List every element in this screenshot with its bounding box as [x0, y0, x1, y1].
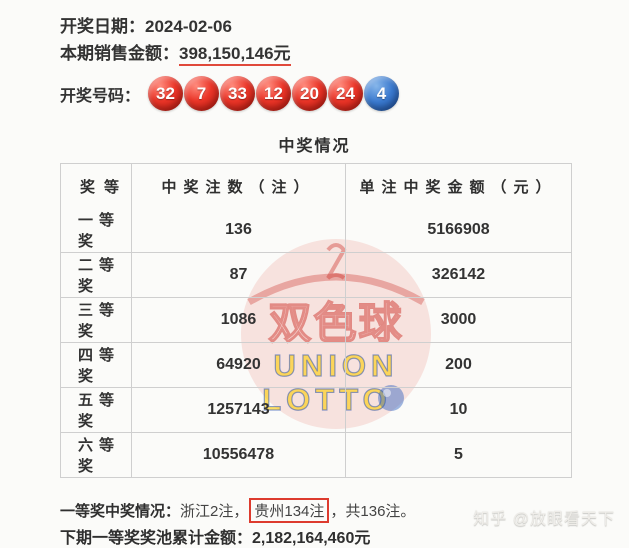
prize-amount-cell: 10	[345, 388, 571, 432]
prize-amount-cell: 5	[345, 433, 571, 477]
sales-amount-value: 398,150,146元	[179, 44, 291, 66]
first-prize-label: 一等奖中奖情况：	[60, 503, 181, 520]
column-header-tier: 奖等	[80, 178, 129, 196]
first-prize-part1: 浙江2注，	[180, 503, 249, 520]
table-title: 中奖情况	[278, 138, 351, 155]
sales-label: 本期销售金额：	[60, 44, 179, 63]
first-prize-part2: ，共136注。	[330, 503, 416, 520]
winning-numbers-row: 开奖号码： 32 7 33 12 20 24 4	[60, 76, 400, 111]
numbers-label: 开奖号码：	[60, 87, 141, 105]
winning-count-cell: 87	[131, 253, 345, 297]
prize-tier-cell: 六等奖	[78, 437, 121, 475]
prize-table-header: 奖等 中奖注数（注） 单注中奖金额（元）	[61, 164, 571, 208]
winning-count-cell: 1086	[131, 298, 345, 342]
sales-line: 本期销售金额：398,150,146元	[60, 39, 291, 66]
blue-ball: 4	[364, 76, 400, 111]
ball-row: 32 7 33 12 20 24 4	[148, 76, 400, 111]
jackpot-line: 下期一等奖奖池累计金额：2,182,164,460元	[60, 524, 370, 548]
prize-tier-cell: 四等奖	[78, 347, 121, 385]
table-row: 五等奖 1257143 10	[61, 387, 571, 432]
prize-tier-cell: 一等奖	[78, 212, 121, 250]
winning-count-cell: 136	[131, 208, 345, 252]
site-credit-watermark: 知乎 @放眼看天下	[473, 511, 615, 528]
draw-date-label: 开奖日期：	[60, 17, 145, 36]
table-row: 三等奖 1086 3000	[61, 297, 571, 342]
table-row: 四等奖 64920 200	[61, 342, 571, 387]
first-prize-highlight-box: 贵州134注	[249, 498, 330, 523]
table-row: 六等奖 10556478 5	[61, 432, 571, 477]
prize-amount-cell: 200	[345, 343, 571, 387]
prize-amount-cell: 3000	[345, 298, 571, 342]
first-prize-detail-line: 一等奖中奖情况：浙江2注， 贵州134注 ，共136注。	[60, 498, 415, 523]
prize-table-body: 一等奖 136 5166908 二等奖 87 326142 三等奖 1086 3…	[61, 208, 571, 477]
winning-count-cell: 1257143	[131, 388, 345, 432]
winning-count-cell: 64920	[131, 343, 345, 387]
prize-tier-cell: 三等奖	[78, 302, 121, 340]
red-ball: 33	[220, 76, 256, 111]
prize-amount-cell: 326142	[345, 253, 571, 297]
draw-date-line: 开奖日期：2024-02-06	[60, 12, 232, 37]
winning-count-cell: 10556478	[131, 433, 345, 477]
column-header-prize: 单注中奖金额（元）	[345, 164, 571, 208]
draw-date-value: 2024-02-06	[145, 17, 232, 36]
table-row: 一等奖 136 5166908	[61, 208, 571, 252]
prize-table: 奖等 中奖注数（注） 单注中奖金额（元） 一等奖 136 5166908 二等奖…	[60, 163, 572, 478]
prize-tier-cell: 二等奖	[78, 257, 121, 295]
red-ball: 20	[292, 76, 328, 111]
jackpot-label: 下期一等奖奖池累计金额：	[60, 530, 253, 547]
red-ball: 12	[256, 76, 292, 111]
jackpot-amount: 2,182,164,460元	[252, 530, 371, 547]
prize-amount-cell: 5166908	[345, 208, 571, 252]
red-ball: 7	[184, 76, 220, 111]
red-ball: 32	[148, 76, 184, 111]
red-ball: 24	[328, 76, 364, 111]
table-row: 二等奖 87 326142	[61, 252, 571, 297]
column-header-count: 中奖注数（注）	[131, 164, 345, 208]
prize-tier-cell: 五等奖	[78, 392, 121, 430]
